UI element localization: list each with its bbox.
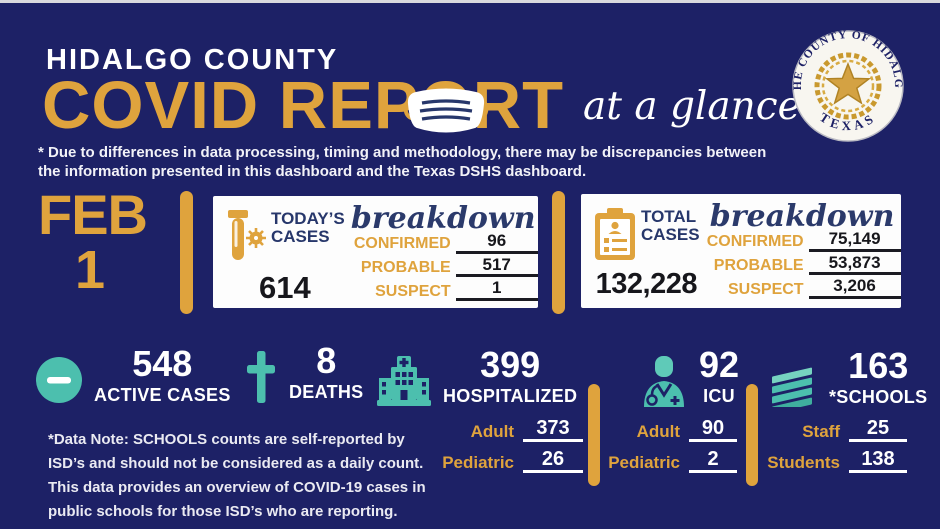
date-day: 1 (74, 240, 106, 301)
date-month: FEB (38, 183, 148, 246)
clipboard-icon (595, 208, 635, 260)
note-line3: This data provides an overview of COVID-… (48, 479, 426, 496)
report-date: FEB 1 (38, 183, 148, 301)
total-cases-card: TOTAL CASES 132,228 breakdown CONFIRMED … (581, 194, 901, 308)
stat-active-cases: 548 ACTIVE CASES (35, 346, 231, 406)
breakdown-row-suspect: SUSPECT 3,206 (704, 277, 901, 300)
icu-substats: Adult 90 Pediatric 2 (596, 418, 737, 473)
breakdown-row-probable: PROBABLE 517 (349, 255, 538, 278)
note-line4: public schools for those ISD’s who are r… (48, 503, 398, 520)
hospital-icon (377, 356, 431, 406)
breakdown-row-suspect: SUSPECT 1 (349, 279, 538, 302)
todays-cases-card: TODAY’S CASES 614 breakdown CONFIRMED 96… (213, 196, 538, 308)
stat-value: 548 (132, 343, 193, 384)
disclaimer: * Due to differences in data processing,… (38, 143, 766, 181)
top-border-strip (0, 0, 940, 3)
stat-label: HOSPITALIZED (443, 386, 578, 406)
tagline: at a glance.. (583, 84, 826, 129)
schools-data-note: *Data Note: SCHOOLS counts are self-repo… (48, 428, 428, 524)
breakdown-heading: breakdown (350, 201, 536, 236)
substat-value: 26 (523, 449, 583, 473)
total-cases-label: TOTAL CASES (641, 207, 700, 244)
report-title: COVID REPO RT (42, 72, 564, 139)
note-line1: *Data Note: SCHOOLS counts are self-repo… (48, 431, 405, 448)
divider-date-cards (180, 191, 193, 314)
disclaimer-line2: the information presented in this dashbo… (38, 163, 587, 180)
todays-cases-label: TODAY’S CASES (271, 209, 345, 246)
title-part1: COVID REP (42, 68, 420, 143)
substat-label: Adult (470, 422, 514, 442)
substat-label: Pediatric (608, 453, 680, 473)
breakdown-row-probable: PROBABLE 53,873 (704, 253, 901, 276)
stat-value: 92 (699, 344, 740, 385)
seal-star-icon (824, 61, 872, 105)
stat-label: DEATHS (289, 382, 364, 402)
substat-label: Adult (636, 422, 680, 442)
county-heading: HIDALGO COUNTY (46, 44, 339, 76)
books-icon (770, 365, 814, 407)
breakdown-row-confirmed: CONFIRMED 75,149 (704, 229, 901, 252)
substat-label: Pediatric (442, 453, 514, 473)
divider-icu-schools (746, 384, 758, 486)
doctor-icon (644, 356, 684, 407)
substat-value: 138 (849, 449, 907, 473)
substat-label: Students (767, 453, 840, 473)
todays-breakdown: breakdown CONFIRMED 96 PROBABLE 517 SUSP… (349, 201, 538, 302)
schools-substats: Staff 25 Students 138 (756, 418, 907, 473)
stat-label: ACTIVE CASES (94, 385, 231, 405)
stat-label: ICU (703, 386, 735, 406)
stat-schools: 163 *SCHOOLS (766, 348, 927, 408)
total-cases-left: TOTAL CASES 132,228 (593, 202, 700, 300)
face-mask-icon (403, 88, 489, 133)
county-seal: THE COUNTY OF HIDALGO TEXAS (792, 30, 904, 142)
stat-label: *SCHOOLS (829, 387, 928, 407)
stat-value: 8 (316, 340, 337, 381)
stat-value: 399 (480, 344, 541, 385)
divider-hospitalized-icu (588, 384, 600, 486)
total-cases-total: 132,228 (595, 268, 698, 300)
stat-hospitalized: 399 HOSPITALIZED (376, 346, 577, 408)
cross-icon (247, 351, 275, 403)
test-tube-virus-icon (228, 210, 266, 260)
stat-icu: 92 ICU (640, 347, 739, 407)
breakdown-row-confirmed: CONFIRMED 96 (349, 231, 538, 254)
breakdown-heading: breakdown (709, 199, 895, 234)
todays-cases-left: TODAY’S CASES 614 (225, 204, 345, 305)
note-line2: ISD’s and should not be considered as a … (48, 455, 424, 472)
title-masked-letter: O (403, 72, 489, 139)
divider-cards (552, 191, 565, 314)
disclaimer-line1: * Due to differences in data processing,… (38, 144, 767, 161)
todays-cases-total: 614 (258, 270, 311, 305)
total-breakdown: breakdown CONFIRMED 75,149 PROBABLE 53,8… (704, 202, 901, 300)
substat-value: 373 (523, 418, 583, 442)
substat-label: Staff (802, 422, 840, 442)
substat-value: 25 (849, 418, 907, 442)
substat-value: 2 (689, 449, 737, 473)
minus-circle-icon (36, 357, 82, 403)
stat-deaths: 8 DEATHS (244, 341, 363, 405)
stat-value: 163 (848, 345, 909, 386)
hospitalized-substats: Adult 373 Pediatric 26 (430, 418, 583, 473)
substat-value: 90 (689, 418, 737, 442)
